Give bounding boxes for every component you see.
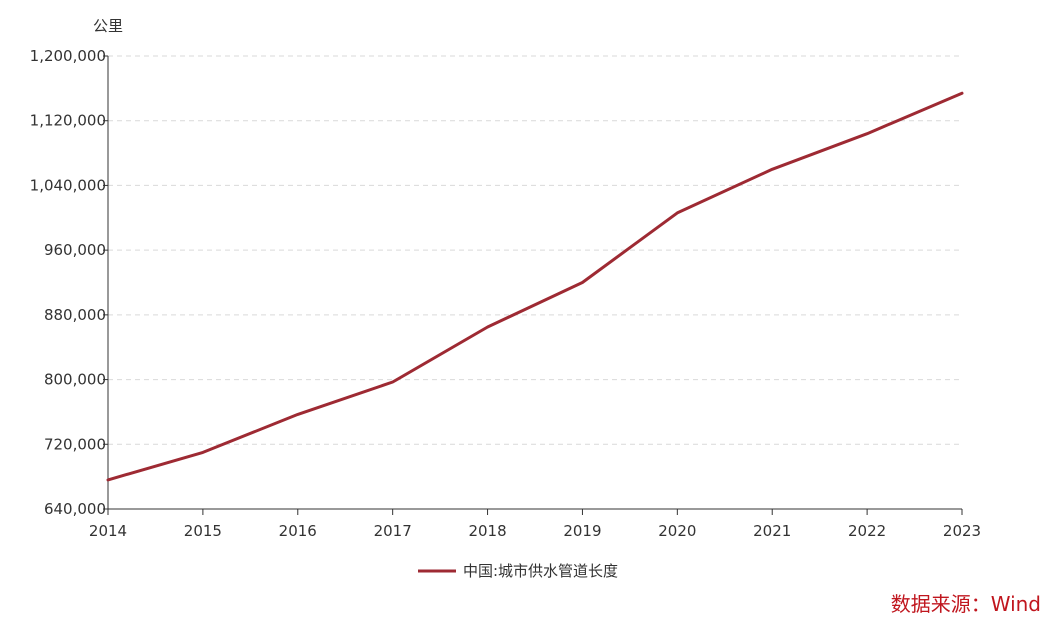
x-tick-label: 2023	[943, 522, 981, 540]
x-tick-label: 2019	[563, 522, 601, 540]
y-tick-labels: 640,000 720,000 800,000 880,000 960,000 1,040…	[30, 47, 108, 518]
y-tick-label: 800,000	[44, 371, 106, 389]
x-tick-label: 2014	[89, 522, 127, 540]
y-tick-label: 1,200,000	[30, 47, 106, 65]
x-tick-labels: 2014 2015 2016 2017 2018 2019 2020 2021 2022 2023	[89, 509, 981, 540]
x-tick-label: 2022	[848, 522, 886, 540]
x-tick-label: 2015	[184, 522, 222, 540]
y-tick-label: 1,040,000	[30, 176, 106, 194]
x-tick-label: 2017	[374, 522, 412, 540]
grid-lines	[108, 55, 962, 445]
source-note: 数据来源：Wind	[890, 592, 1041, 616]
y-axis-unit-label: 公里	[93, 17, 123, 35]
legend: 中国:城市供水管道长度	[418, 562, 618, 580]
y-tick-label: 960,000	[44, 241, 106, 259]
line-chart: 640,000 720,000 800,000 880,000 960,000 1,040…	[30, 17, 981, 580]
x-tick-label: 2018	[468, 522, 506, 540]
series-line	[106, 91, 964, 482]
y-tick-label: 880,000	[44, 306, 106, 324]
y-tick-label: 640,000	[44, 500, 106, 518]
y-tick-label: 1,120,000	[30, 112, 106, 130]
x-tick-label: 2016	[279, 522, 317, 540]
x-tick-label: 2020	[658, 522, 696, 540]
x-tick-label: 2021	[753, 522, 791, 540]
y-tick-label: 720,000	[44, 435, 106, 453]
axes	[107, 56, 962, 510]
legend-label: 中国:城市供水管道长度	[463, 562, 618, 580]
series-lines	[106, 91, 964, 482]
